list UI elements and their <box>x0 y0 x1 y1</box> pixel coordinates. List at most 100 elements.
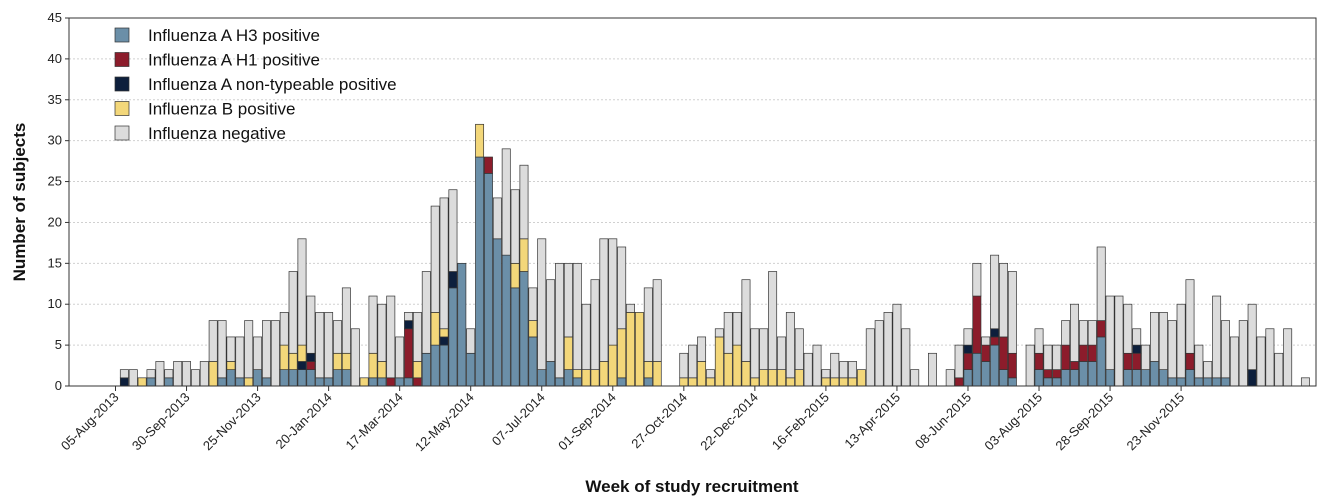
bar-segment <box>1185 279 1195 354</box>
bar-segment <box>1070 303 1079 362</box>
bar-segment <box>430 205 440 313</box>
y-tick-label: 15 <box>48 255 62 270</box>
bar-segment <box>1123 352 1133 371</box>
bar-segment <box>386 295 396 379</box>
bar-segment <box>315 312 325 379</box>
bar-segment <box>954 344 964 379</box>
legend-label: Influenza B positive <box>148 100 295 119</box>
x-tick-label: 30-Sep-2013 <box>129 390 193 454</box>
legend-swatch <box>114 76 130 92</box>
bar-segment <box>999 369 1008 387</box>
bar-segment <box>306 361 316 371</box>
bar-segment <box>981 336 991 346</box>
y-tick-label: 30 <box>48 133 62 148</box>
y-tick-label: 5 <box>55 337 62 352</box>
bar-segment <box>412 312 422 362</box>
bar-segment <box>1123 303 1133 354</box>
bar-segment <box>519 164 529 240</box>
bar-segment <box>333 320 342 354</box>
bar-segment <box>448 189 458 272</box>
bar-segment <box>643 361 653 379</box>
bar-segment <box>333 352 342 371</box>
x-tick-label: 13-Apr-2015 <box>841 390 903 452</box>
bar-segment <box>1096 246 1106 321</box>
bar-segment <box>333 369 342 387</box>
bar-segment <box>439 197 449 330</box>
bar-segment <box>1185 352 1195 371</box>
bar-segment <box>226 361 236 371</box>
bar-segment <box>972 262 982 297</box>
bar-segment <box>590 369 600 387</box>
bar-segment <box>981 344 991 362</box>
bar-segment <box>484 173 493 387</box>
bar-segment <box>830 377 840 387</box>
bar-segment <box>1194 377 1204 387</box>
bar-segment <box>1034 328 1044 354</box>
bar-segment <box>1061 320 1071 346</box>
bar-segment <box>341 287 351 354</box>
bar-segment <box>1043 369 1053 379</box>
bar-segment <box>466 352 476 387</box>
bar-segment <box>368 295 378 354</box>
bar-segment <box>617 377 627 387</box>
bar-segment <box>856 369 866 387</box>
bar-segment <box>617 328 627 379</box>
bar-segment <box>279 312 289 346</box>
bar-segment <box>1078 344 1088 362</box>
bar-segment <box>794 369 804 387</box>
bar-segment <box>848 377 857 387</box>
legend-swatch <box>114 52 130 67</box>
bar-segment <box>981 361 991 387</box>
bar-segment <box>244 320 254 379</box>
bar-segment <box>706 369 715 379</box>
bar-segment <box>741 361 751 387</box>
bar-segment <box>963 328 973 346</box>
bar-segment <box>457 262 467 387</box>
bar-segment <box>1096 320 1106 338</box>
legend-label: Influenza A H1 positive <box>148 51 320 70</box>
bar-segment <box>1203 377 1213 387</box>
plot-frame <box>68 17 1317 387</box>
bar-segment <box>412 361 422 379</box>
bar-segment <box>1247 369 1257 387</box>
bar-segment <box>173 361 183 387</box>
bar-segment <box>1087 320 1097 346</box>
bar-segment <box>1132 344 1142 354</box>
legend-swatch <box>114 125 130 141</box>
bar-segment <box>1283 328 1293 387</box>
bar-segment <box>466 328 476 354</box>
bar-segment <box>999 336 1008 370</box>
bar-segment <box>244 377 254 387</box>
y-tick-label: 25 <box>48 174 62 189</box>
bar-segment <box>306 369 316 387</box>
bar-segment <box>368 377 378 387</box>
bar-segment <box>208 361 218 387</box>
bar-segment <box>324 312 334 379</box>
y-tick-label: 10 <box>48 296 62 311</box>
bar-segment <box>208 320 218 362</box>
bar-segment <box>253 369 263 387</box>
bar-segment <box>1123 369 1133 387</box>
bar-segment <box>617 246 627 330</box>
bar-segment <box>990 344 1000 387</box>
bar-segment <box>608 238 618 346</box>
bar-segment <box>963 369 973 387</box>
bar-segment <box>528 336 538 387</box>
bar-segment <box>706 377 715 387</box>
bar-segment <box>1300 377 1310 387</box>
bar-segment <box>421 352 431 387</box>
bar-segment <box>652 279 662 362</box>
bar-segment <box>1007 271 1017 354</box>
x-tick-label: 08-Jun-2015 <box>912 390 974 452</box>
bar-segment <box>732 344 742 387</box>
bar-segment <box>1141 369 1151 387</box>
bar-segment <box>528 320 538 338</box>
bar-segment <box>812 344 822 387</box>
bar-segment <box>759 369 769 387</box>
bar-segment <box>1114 295 1124 387</box>
bar-segment <box>341 352 351 371</box>
bar-segment <box>510 287 520 387</box>
bar-segment <box>475 156 485 387</box>
bar-segment <box>235 377 245 387</box>
bar-segment <box>190 369 200 387</box>
